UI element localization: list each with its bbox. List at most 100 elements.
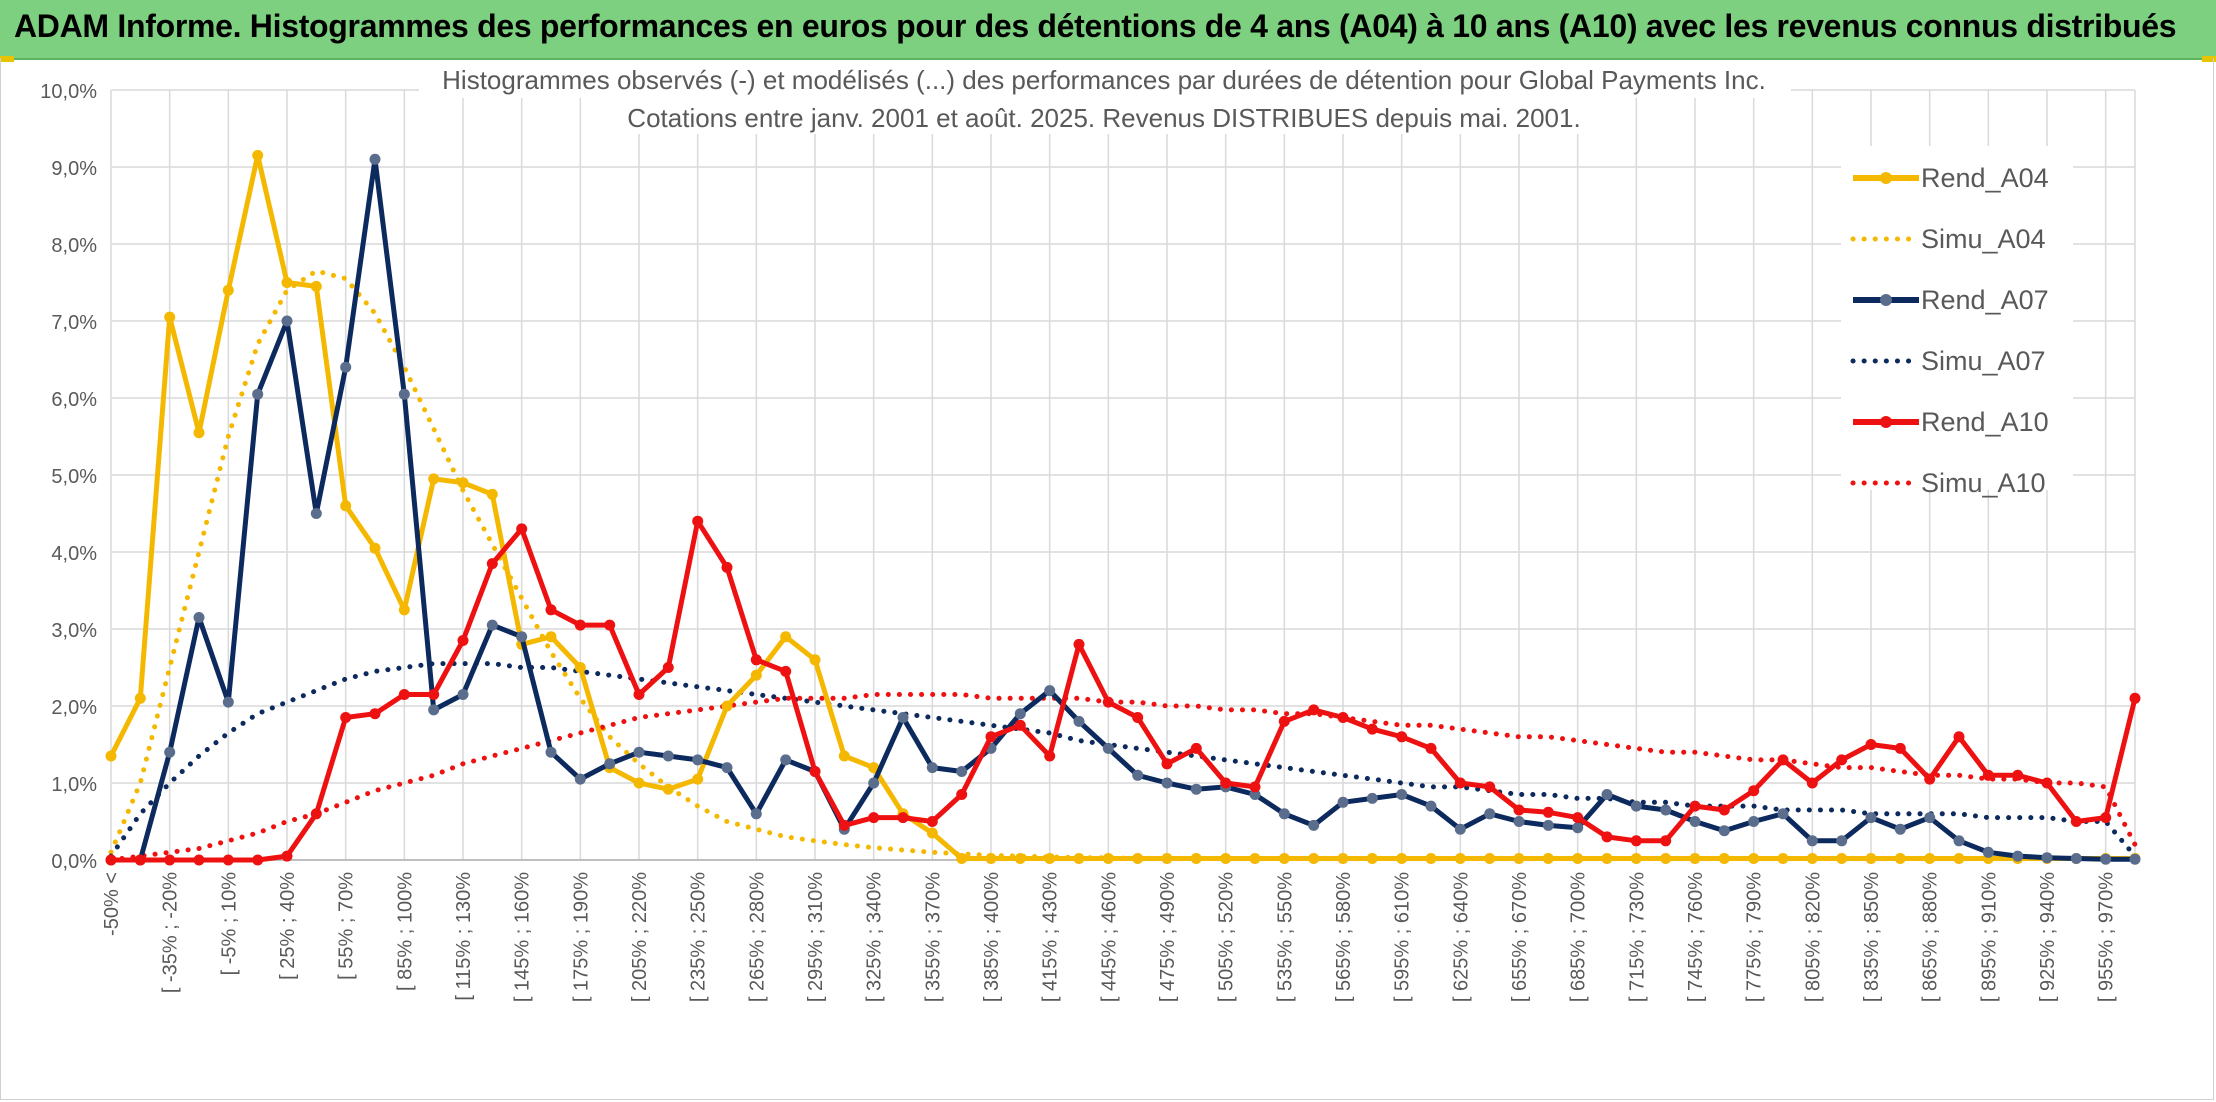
y-tick-label: 7,0% <box>51 312 97 334</box>
series-rend-a10-point <box>1073 638 1085 650</box>
series-rend-a04-point <box>1308 853 1320 864</box>
series-rend-a07-point <box>2129 853 2141 865</box>
y-tick-label: 4,0% <box>51 543 97 565</box>
y-tick-label: 1,0% <box>51 774 97 796</box>
series-rend-a07-point <box>1308 819 1320 831</box>
report-title: ADAM Informe. Histogrammes des performan… <box>14 8 2177 44</box>
series-rend-a04-point <box>633 777 645 789</box>
x-tick-label: [ 565% ; 580% <box>1333 872 1355 1002</box>
series-rend-a07-point <box>1748 816 1760 827</box>
series-rend-a10-point <box>1924 773 1936 785</box>
series-rend-a07-point <box>1278 808 1290 820</box>
x-tick-label: [ 295% ; 310% <box>805 872 827 1002</box>
series-rend-a07-point <box>868 777 880 789</box>
series-rend-a10-point <box>2012 769 2024 781</box>
series-rend-a10-point <box>750 654 762 666</box>
series-rend-a04-point <box>956 853 968 864</box>
series-rend-a07-point <box>1366 792 1378 804</box>
series-rend-a10-point <box>1836 754 1848 766</box>
series-rend-a10-point <box>457 635 469 646</box>
legend-label-rend-a04: Rend_A04 <box>1921 163 2049 193</box>
series-rend-a07-point <box>1601 789 1613 800</box>
y-tick-label: 10,0% <box>40 81 97 103</box>
x-tick-label: [ 475% ; 490% <box>1157 872 1179 1002</box>
y-tick-label: 0,0% <box>51 851 97 873</box>
series-rend-a10-point <box>1484 781 1496 793</box>
series-rend-a10-line <box>111 518 2138 863</box>
series-rend-a10-point <box>809 766 821 777</box>
series-rend-a04-point <box>809 654 821 666</box>
series-rend-a04-point <box>1894 853 1906 864</box>
series-rend-a10-point <box>633 689 645 700</box>
y-tick-label: 3,0% <box>51 620 97 642</box>
series-rend-a10-point <box>1337 712 1349 723</box>
series-rend-a10-point <box>252 854 264 866</box>
series-rend-a07-point <box>2070 853 2082 864</box>
x-tick-label: [ 715% ; 730% <box>1626 872 1648 1002</box>
x-tick-label: [ 385% ; 400% <box>981 872 1003 1002</box>
series-rend-a04-point <box>1777 853 1789 864</box>
x-tick-label: [ 415% ; 430% <box>1040 872 1062 1002</box>
x-tick-label: [ 445% ; 460% <box>1098 872 1120 1002</box>
x-tick-label: [ 835% ; 850% <box>1861 872 1883 1002</box>
y-tick-label: 6,0% <box>51 389 97 411</box>
series-rend-a04-point <box>1132 853 1144 864</box>
series-rend-a07-point <box>662 750 674 762</box>
chart-subtitle-background <box>621 98 1589 134</box>
x-tick-label: [ 595% ; 610% <box>1392 872 1414 1002</box>
x-tick-label: [ 115% ; 130% <box>453 872 475 1001</box>
x-tick-label: [ 745% ; 760% <box>1685 872 1707 1002</box>
series-rend-a07-point <box>516 631 528 643</box>
series-rend-a07-point <box>1044 685 1056 697</box>
series-rend-a07-point <box>486 619 498 631</box>
series-rend-a04-point <box>1513 853 1525 864</box>
legend-marker-rend-a07 <box>1880 294 1892 306</box>
series-rend-a07-point <box>2100 853 2112 865</box>
series-rend-a10-point <box>2129 692 2141 704</box>
series-rend-a04-point <box>486 488 498 500</box>
series-rend-a07-point <box>2012 850 2024 862</box>
series-rend-a07-point <box>1836 835 1848 847</box>
series-rend-a07-point <box>780 754 792 766</box>
series-rend-a04-point <box>164 311 176 323</box>
series-rend-a10-point <box>574 619 586 631</box>
series-rend-a04-point <box>838 750 850 762</box>
series-rend-a04-point <box>1366 853 1378 864</box>
series-rend-a04-point <box>985 853 997 864</box>
series-rend-a10-point <box>1132 712 1144 723</box>
report-banner: ADAM Informe. Histogrammes des performan… <box>0 0 2216 60</box>
series-rend-a07-point <box>1806 835 1818 847</box>
series-rend-a10-point <box>1894 742 1906 754</box>
legend-marker-rend-a10 <box>1880 416 1892 428</box>
series-rend-a07-point <box>193 612 205 623</box>
x-tick-label: [ 955% ; 970% <box>2096 872 2118 1002</box>
series-rend-a07-point <box>1014 708 1026 720</box>
series-rend-a10-point <box>1601 831 1613 843</box>
series-rend-a07-point <box>750 808 762 820</box>
series-rend-a07-point <box>1161 777 1173 789</box>
series-rend-a10-point <box>1718 804 1730 816</box>
x-tick-label: [ 265% ; 280% <box>746 872 768 1002</box>
series-rend-a04-point <box>1190 853 1202 864</box>
x-tick-label: [ 175% ; 190% <box>570 872 592 1002</box>
series-rend-a10-point <box>1806 777 1818 789</box>
series-rend-a07-point <box>1249 789 1261 800</box>
series-rend-a10-point <box>134 854 146 866</box>
series-rend-a04-point <box>105 750 117 762</box>
series-rend-a04-point <box>1102 853 1114 864</box>
series-rend-a07-point <box>897 712 909 723</box>
x-tick-label: [ 235% ; 250% <box>688 872 710 1002</box>
series-rend-a10-point <box>721 561 733 573</box>
series-rend-a10-point <box>193 854 205 866</box>
x-tick-label: [ 145% ; 160% <box>512 872 534 1002</box>
series-rend-a04-point <box>574 662 586 673</box>
series-rend-a10-point <box>897 812 909 824</box>
series-rend-a07-point <box>1924 812 1936 824</box>
series-rend-a04-point <box>134 692 146 704</box>
chart-title: Histogrammes observés (-) et modélisés (… <box>442 65 1766 95</box>
series-rend-a04-point <box>1836 853 1848 864</box>
series-rend-a07-point <box>1630 800 1642 812</box>
series-rend-a07-point <box>1337 796 1349 808</box>
series-rend-a07-point <box>457 689 469 700</box>
series-rend-a10-point <box>1278 715 1290 727</box>
